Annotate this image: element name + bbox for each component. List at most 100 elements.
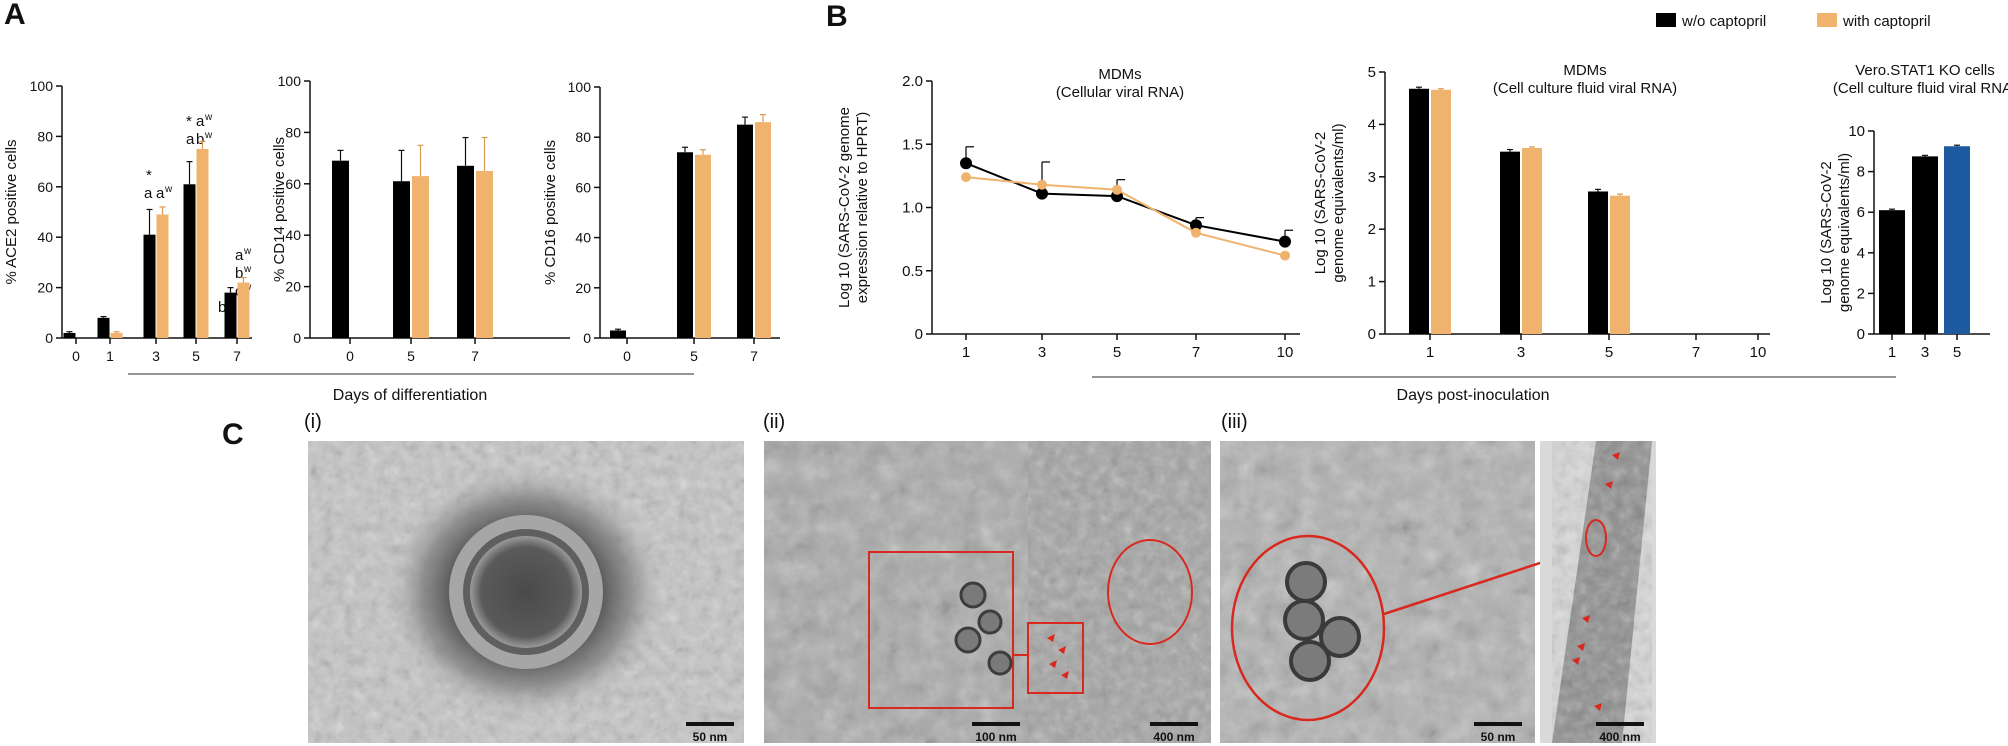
y-tick-label: 80: [37, 128, 53, 144]
x-tick-label: 3: [1038, 344, 1046, 361]
scale-bar: [686, 722, 734, 726]
sig-superscript: w: [164, 184, 173, 195]
zoom-box: [868, 551, 1014, 709]
y-axis-label: % CD14 positive cells: [271, 137, 288, 282]
bar: [695, 154, 711, 338]
bar: [1944, 146, 1970, 334]
y-tick-label: 100: [30, 78, 54, 94]
data-point: [1190, 219, 1202, 232]
chart-title: MDMs (Cellular viral RNA): [1056, 66, 1184, 101]
bar: [97, 317, 110, 338]
x-tick-label: 5: [690, 348, 698, 364]
virion: [1319, 616, 1361, 658]
bar: [476, 170, 493, 338]
bar: [1879, 210, 1905, 334]
legend-label-wo: w/o captopril: [1681, 13, 1766, 30]
y-tick-label: 60: [575, 179, 591, 195]
highlight-circle: [1585, 519, 1607, 557]
panel-b-shared-axis: Days post-inoculation: [1092, 376, 1896, 404]
bar: [332, 160, 349, 338]
x-tick-label: 5: [1113, 344, 1121, 361]
bar: [393, 181, 410, 338]
x-tick-label: 5: [1953, 344, 1961, 361]
y-tick-label: 0.5: [902, 263, 923, 280]
sig-letter: a: [196, 113, 205, 130]
x-tick-label: 7: [1192, 344, 1200, 361]
y-tick-label: 4: [1368, 116, 1376, 133]
panel-c-label-ii: (ii): [763, 411, 785, 433]
arrow: [1058, 646, 1066, 654]
data-point: [1191, 227, 1201, 238]
legend-label-with: with captopril: [1842, 13, 1931, 30]
y-axis-label: Log 10 (SARS-CoV-2genome equivalents/ml): [1312, 123, 1347, 282]
data-point: [1280, 250, 1290, 261]
panel-letter-c: C: [222, 418, 244, 451]
y-tick-label: 2: [1368, 221, 1376, 238]
arrow: [1582, 615, 1590, 623]
arrow: [1605, 481, 1613, 489]
bar: [677, 152, 693, 338]
bar: [1409, 88, 1429, 334]
legend-swatch-black: [1656, 13, 1676, 27]
bar: [63, 332, 76, 338]
arrow: [1061, 671, 1069, 679]
scale-bar: [972, 722, 1020, 726]
y-axis-label: % ACE2 positive cells: [3, 139, 20, 284]
bar: [755, 122, 771, 338]
bar: [457, 165, 474, 338]
y-tick-label: 60: [37, 179, 53, 195]
x-tick-label: 0: [623, 348, 631, 364]
sig-letter: b: [196, 131, 204, 148]
bar: [196, 149, 209, 338]
y-tick-label: 80: [285, 124, 301, 140]
y-tick-label: 40: [37, 229, 53, 245]
x-tick-label: 5: [1605, 344, 1613, 361]
y-tick-label: 20: [575, 280, 591, 296]
micrograph-ii-a: 100 nm: [764, 441, 1028, 744]
scale-bar-label: 400 nm: [1153, 730, 1194, 744]
scale-bar: [1150, 722, 1198, 726]
y-tick-label: 10: [1848, 123, 1865, 140]
sig-star: *: [186, 113, 192, 130]
highlight-circle: [1230, 534, 1386, 722]
data-point: [961, 172, 971, 183]
y-tick-label: 1.0: [902, 200, 923, 217]
y-tick-label: 80: [575, 129, 591, 145]
y-tick-label: 1: [1368, 274, 1376, 291]
y-axis-label: Log 10 (SARS-CoV-2genome equivalents/ml): [1818, 153, 1853, 312]
y-tick-label: 20: [37, 280, 53, 296]
arrow: [1047, 634, 1055, 642]
x-tick-label: 1: [1426, 344, 1434, 361]
scale-bar-label: 400 nm: [1599, 730, 1640, 744]
chart-mdm-cellular-rna: 0 0.5 1.0 1.5 2.0 1 3 5 7 10 Log 10 (SARS-CoV-2 ge…: [836, 66, 1300, 361]
panel-letter-b: B: [826, 0, 848, 33]
data-point: [1279, 235, 1291, 248]
virion: [954, 626, 982, 654]
x-tick-label: 7: [750, 348, 758, 364]
virion: [1285, 561, 1327, 603]
y-tick-label: 0: [45, 330, 53, 346]
virion: [977, 609, 1003, 635]
panel-letter-a: A: [4, 0, 26, 31]
y-tick-label: 40: [285, 227, 301, 243]
micrograph-i: 50 nm: [308, 441, 744, 744]
y-tick-label: 4: [1857, 245, 1865, 262]
legend-swatch-orange: [1817, 13, 1837, 27]
panel-b-xlabel: Days post-inoculation: [1397, 387, 1550, 404]
micrograph-iii-b: 400 nm: [1540, 441, 1656, 744]
data-point: [1036, 187, 1048, 200]
x-tick-label: 3: [152, 348, 160, 364]
y-tick-label: 0: [1368, 326, 1376, 343]
bar: [1431, 89, 1451, 334]
sig-letter: b: [235, 265, 243, 282]
arrow: [1612, 452, 1620, 460]
y-tick-label: 0: [583, 330, 591, 346]
y-axis-label: Log 10 (SARS-CoV-2 genomeexpression rela…: [836, 107, 871, 308]
arrow: [1049, 660, 1057, 668]
x-tick-label: 1: [106, 348, 114, 364]
series-line: [965, 162, 1286, 243]
virion: [987, 650, 1013, 676]
x-tick-label: 0: [72, 348, 80, 364]
bar: [237, 282, 250, 338]
